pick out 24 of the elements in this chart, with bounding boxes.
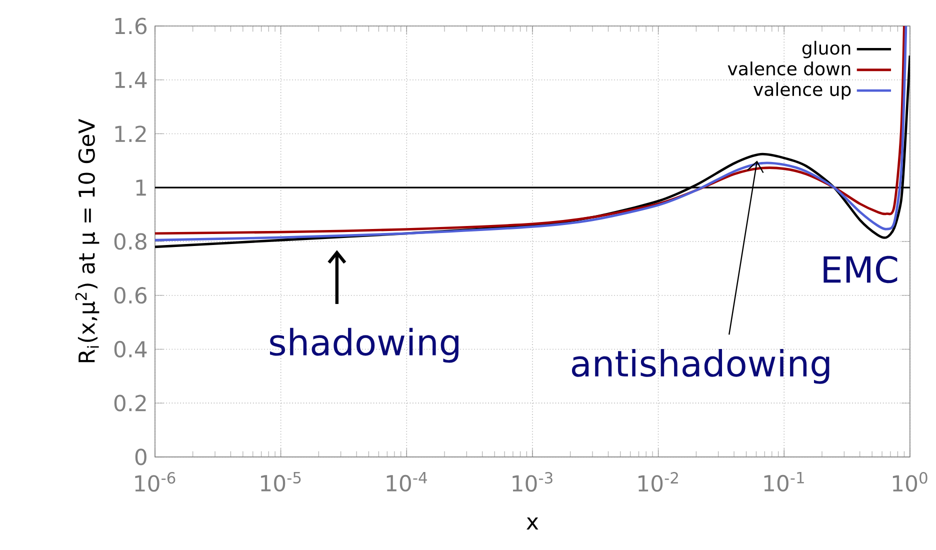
x-tick-label: 10$^{-5}$ xyxy=(261,472,301,492)
x-tick-label: 10$^{-1}$ xyxy=(764,472,804,492)
y-tick-label: 0.2 xyxy=(114,394,146,412)
legend-label: valence down xyxy=(728,62,850,76)
legend-label: gluon xyxy=(802,40,850,58)
x-tick-label: 10$^{-4}$ xyxy=(386,472,427,492)
y-tick-label: 1.4 xyxy=(115,72,147,88)
annotation: antishadowing xyxy=(572,349,830,384)
y-tick-label: 1 xyxy=(136,180,146,196)
y-tick-label: 0.6 xyxy=(114,287,147,304)
legend-label: valence up xyxy=(754,82,851,100)
x-tick-label: 10$^{-3}$ xyxy=(512,472,552,492)
annotation: shadowing xyxy=(270,328,458,363)
y-tick-label: 1.6 xyxy=(115,18,147,34)
y-axis-title: R$_{i}$(x,μ$^{2}$) at μ = 10 GeV xyxy=(75,118,100,362)
y-tick-label: 0.8 xyxy=(114,233,146,250)
x-axis-title: x xyxy=(526,517,538,530)
x-tick-label: 10$^{-6}$ xyxy=(135,472,176,492)
annotation: EMC xyxy=(824,256,898,284)
x-tick-label: 10$^{-2}$ xyxy=(638,472,678,492)
y-tick-label: 0 xyxy=(135,448,146,466)
y-tick-label: 1.2 xyxy=(115,126,146,142)
x-tick-label: 10$^{0}$ xyxy=(892,472,928,492)
y-tick-label: 0.4 xyxy=(114,340,147,358)
